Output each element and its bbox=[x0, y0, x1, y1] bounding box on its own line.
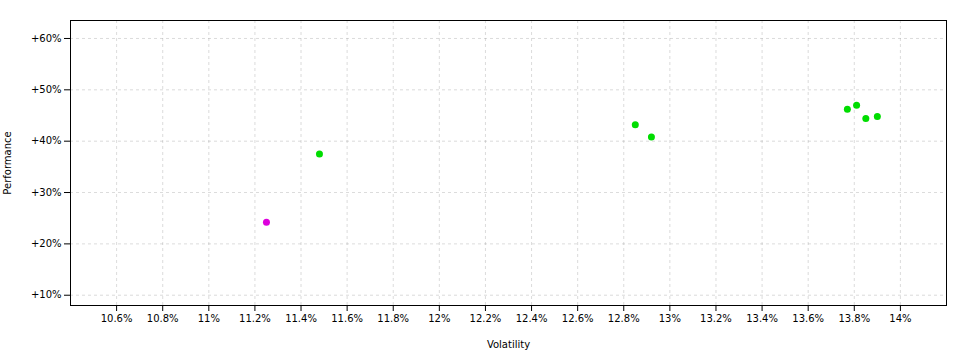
svg-text:13%: 13% bbox=[659, 313, 681, 324]
svg-text:+60%: +60% bbox=[31, 33, 62, 44]
svg-text:+40%: +40% bbox=[31, 135, 62, 146]
svg-text:+30%: +30% bbox=[31, 187, 62, 198]
svg-text:13.4%: 13.4% bbox=[746, 313, 778, 324]
svg-text:12.2%: 12.2% bbox=[470, 313, 502, 324]
svg-text:13.6%: 13.6% bbox=[792, 313, 824, 324]
svg-text:+20%: +20% bbox=[31, 238, 62, 249]
svg-text:13.2%: 13.2% bbox=[700, 313, 732, 324]
svg-text:11.6%: 11.6% bbox=[331, 313, 363, 324]
svg-text:14%: 14% bbox=[889, 313, 911, 324]
svg-text:10.6%: 10.6% bbox=[101, 313, 133, 324]
svg-text:+50%: +50% bbox=[31, 84, 62, 95]
svg-text:12.4%: 12.4% bbox=[516, 313, 548, 324]
svg-text:13.8%: 13.8% bbox=[838, 313, 870, 324]
svg-text:Volatility: Volatility bbox=[487, 339, 530, 350]
svg-text:+10%: +10% bbox=[31, 289, 62, 300]
svg-text:Performance: Performance bbox=[2, 131, 13, 194]
svg-text:12.6%: 12.6% bbox=[562, 313, 594, 324]
svg-text:11.4%: 11.4% bbox=[285, 313, 317, 324]
svg-text:11%: 11% bbox=[198, 313, 220, 324]
svg-text:11.8%: 11.8% bbox=[377, 313, 409, 324]
svg-text:11.2%: 11.2% bbox=[239, 313, 271, 324]
svg-text:12%: 12% bbox=[428, 313, 450, 324]
svg-text:10.8%: 10.8% bbox=[147, 313, 179, 324]
svg-text:12.8%: 12.8% bbox=[608, 313, 640, 324]
